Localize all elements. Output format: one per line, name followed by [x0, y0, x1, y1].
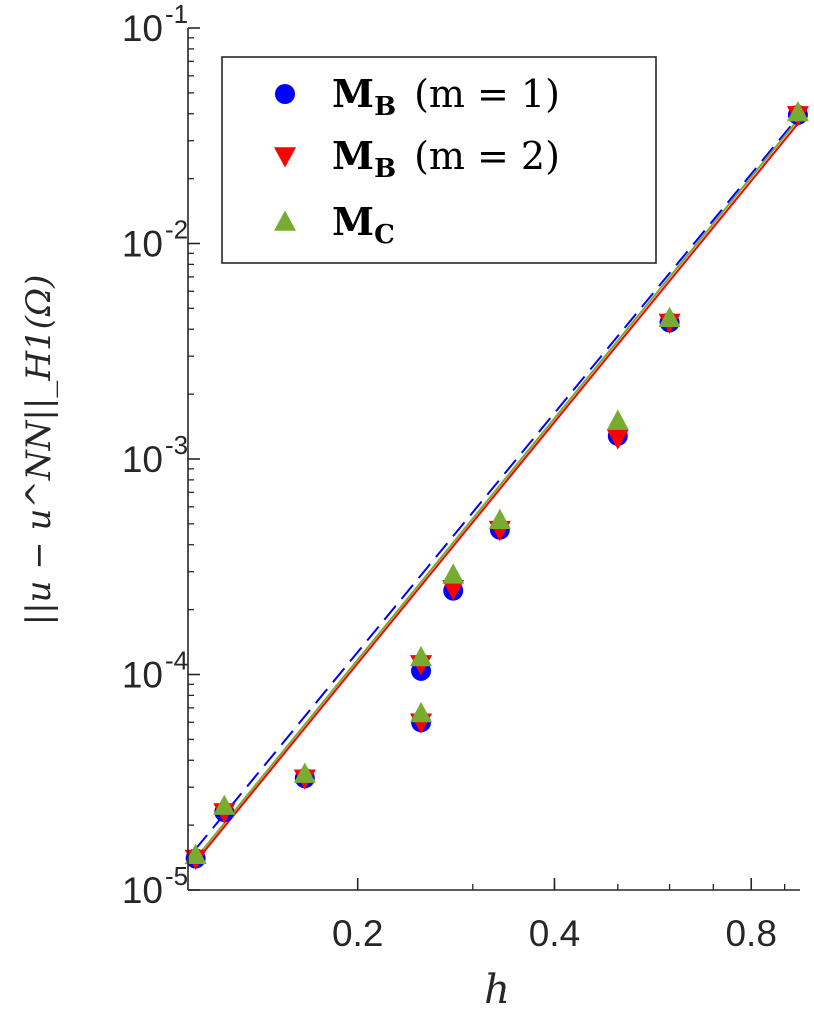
- y-axis-label: ||u − u^NN||_H1(Ω): [19, 275, 59, 626]
- data-point-s2-8: [606, 429, 629, 450]
- legend: MB (m = 1) MB (m = 2) MC: [221, 56, 657, 264]
- data-point-s3-3: [293, 762, 316, 783]
- data-point-s3-2: [213, 794, 236, 815]
- data-point-s3-7: [488, 508, 511, 530]
- x-tick-label: 0.2: [332, 913, 383, 954]
- y-tick-exponent: -1: [165, 0, 188, 29]
- fit-line-1: [194, 116, 799, 850]
- x-tick-label: 0.8: [725, 913, 776, 954]
- fit-lines: [194, 116, 799, 863]
- fit-line-3: [194, 119, 799, 860]
- y-tick-label: 10: [122, 8, 163, 49]
- y-tick-label: 10: [122, 224, 163, 265]
- data-point-s3-6: [442, 563, 465, 584]
- data-point-s3-10: [786, 101, 809, 122]
- fit-line-2: [194, 122, 799, 863]
- legend-label-2: MB (m = 2): [332, 133, 560, 184]
- axes: 10-510-410-310-210 -10.2 0.4 0.8: [122, 0, 800, 954]
- y-tick-exponent: -4: [165, 646, 188, 676]
- legend-label-3: MC: [332, 199, 395, 250]
- legend-marker-3: [274, 210, 296, 231]
- data-point-s3-8: [606, 409, 629, 430]
- legend-marker-2: [274, 147, 296, 168]
- x-axis-label: h: [484, 967, 510, 1012]
- y-tick-label: 10: [122, 439, 163, 480]
- data-point-s3-5: [410, 645, 433, 667]
- data-point-s3-1: [184, 843, 207, 865]
- legend-marker-1: [275, 84, 295, 104]
- axis-labels: h ||u − u^NN||_H1(Ω): [19, 275, 510, 1012]
- y-tick-label: 10: [122, 870, 163, 911]
- y-tick-exponent: -5: [165, 861, 188, 891]
- x-tick-label: 0.4: [529, 913, 580, 954]
- data-point-s3-9: [658, 306, 681, 328]
- y-tick-exponent: -2: [165, 215, 188, 245]
- markers: [184, 101, 809, 871]
- y-tick-label: 10: [122, 655, 163, 696]
- legend-label-1: MB (m = 1): [332, 71, 560, 122]
- data-point-s3-4: [410, 701, 433, 723]
- data-point-s2-6: [442, 579, 465, 601]
- y-tick-exponent: -3: [165, 430, 188, 460]
